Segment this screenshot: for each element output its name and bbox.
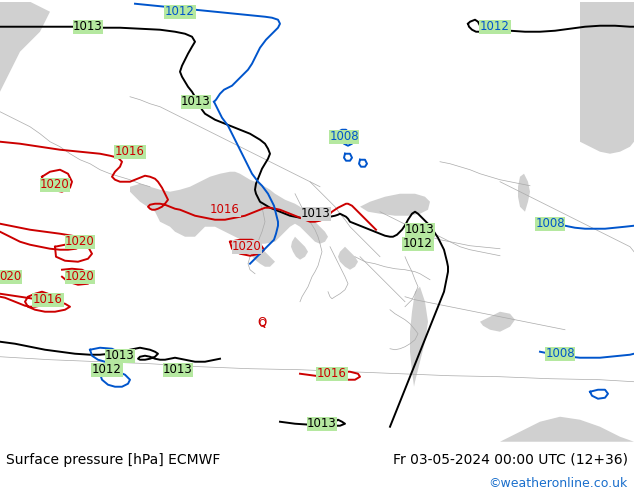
- Text: 1013: 1013: [73, 20, 103, 33]
- Text: 1016: 1016: [33, 293, 63, 306]
- Polygon shape: [0, 2, 50, 122]
- Text: Fr 03-05-2024 00:00 UTC (12+36): Fr 03-05-2024 00:00 UTC (12+36): [392, 453, 628, 467]
- Polygon shape: [480, 312, 515, 332]
- Polygon shape: [580, 2, 634, 154]
- Text: 1016: 1016: [115, 145, 145, 158]
- Text: 1013: 1013: [301, 207, 331, 220]
- Text: Surface pressure [hPa] ECMWF: Surface pressure [hPa] ECMWF: [6, 453, 221, 467]
- Text: ©weatheronline.co.uk: ©weatheronline.co.uk: [488, 476, 628, 490]
- Text: Q: Q: [258, 318, 266, 329]
- Polygon shape: [360, 194, 430, 216]
- Text: 1012: 1012: [92, 363, 122, 376]
- Text: Q: Q: [257, 315, 267, 328]
- Text: 1020: 1020: [40, 178, 70, 191]
- Text: 1012: 1012: [480, 20, 510, 33]
- Text: 1020: 1020: [232, 240, 262, 253]
- Text: 1013: 1013: [181, 95, 211, 108]
- Text: 1020: 1020: [65, 235, 95, 248]
- Text: 1013: 1013: [163, 363, 193, 376]
- Text: 1016: 1016: [210, 203, 240, 216]
- Polygon shape: [130, 172, 328, 244]
- Polygon shape: [291, 237, 308, 260]
- Polygon shape: [518, 174, 530, 212]
- Text: 1016: 1016: [317, 367, 347, 380]
- Text: 1020: 1020: [65, 270, 95, 283]
- Polygon shape: [500, 416, 634, 441]
- Text: 1012: 1012: [165, 5, 195, 18]
- Text: 1008: 1008: [545, 347, 575, 360]
- Polygon shape: [0, 2, 25, 62]
- Polygon shape: [410, 287, 428, 387]
- Text: 1008: 1008: [535, 217, 565, 230]
- Text: 1013: 1013: [307, 417, 337, 430]
- Polygon shape: [248, 242, 275, 267]
- Text: 1013: 1013: [405, 223, 435, 236]
- Polygon shape: [338, 247, 358, 270]
- Text: 1013: 1013: [105, 349, 135, 362]
- Text: 020: 020: [0, 270, 21, 283]
- Text: 1012: 1012: [403, 237, 433, 250]
- Text: 1008: 1008: [329, 130, 359, 143]
